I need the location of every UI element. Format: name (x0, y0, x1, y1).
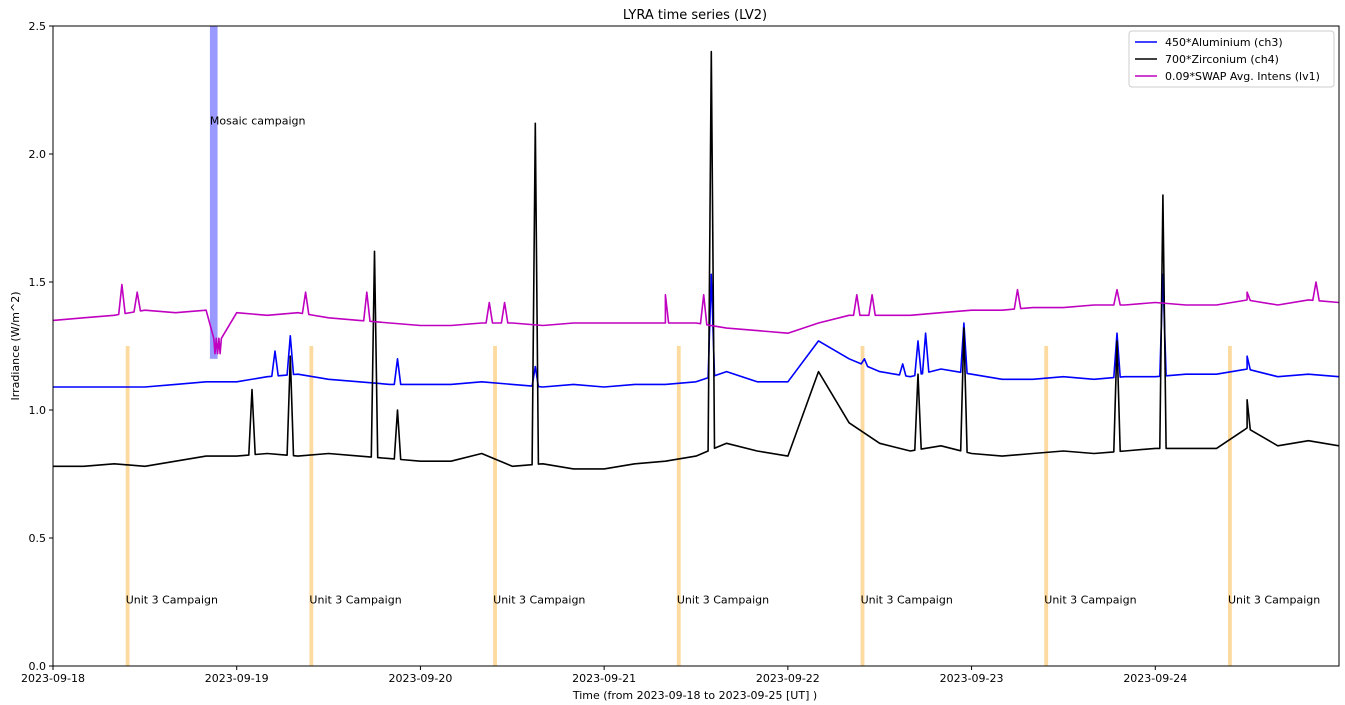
x-tick-label-6: 2023-09-24 (1123, 672, 1187, 685)
campaign-band-3 (493, 346, 497, 666)
campaign-label-4: Unit 3 Campaign (677, 593, 769, 606)
campaign-band-0 (209, 26, 218, 359)
y-tick-label-0: 0.0 (29, 660, 47, 673)
plot-area: Mosaic campaign Unit 3 Campaign Unit 3 Cam… (53, 26, 1339, 666)
campaign-label-3: Unit 3 Campaign (493, 593, 585, 606)
campaign-band-1 (125, 346, 130, 666)
campaign-label-7: Unit 3 Campaign (1228, 593, 1320, 606)
campaign-label-2: Unit 3 Campaign (309, 593, 401, 606)
y-tick-label-5: 2.5 (29, 20, 47, 33)
legend-box (1128, 30, 1335, 88)
x-tick-label-0: 2023-09-18 (21, 672, 85, 685)
axes: 2023-09-18 2023-09-19 2023-09-20 2023-09-21… (21, 20, 1187, 685)
y-tick-label-4: 2.0 (29, 148, 47, 161)
series-line-1 (53, 50, 1339, 470)
legend-label-2: 0.09*SWAP Avg. Intens (lv1) (1165, 70, 1320, 83)
campaign-band-2 (309, 346, 314, 666)
series-line-0 (53, 273, 1339, 388)
plot-frame (52, 25, 1340, 667)
y-axis-label: Irradiance (W/m^2) (9, 292, 22, 401)
campaign-label-0: Mosaic campaign (210, 115, 306, 128)
legend-label-0: 450*Aluminium (ch3) (1165, 36, 1283, 49)
legend: 450*Aluminium (ch3) 700*Zirconium (ch4) 0.… (1128, 30, 1335, 88)
x-tick-label-5: 2023-09-23 (940, 672, 1004, 685)
campaign-label-1: Unit 3 Campaign (126, 593, 218, 606)
chart-title: LYRA time series (LV2) (623, 8, 767, 23)
y-tick-label-3: 1.5 (29, 276, 47, 289)
campaign-label-5: Unit 3 Campaign (861, 593, 953, 606)
y-tick-label-2: 1.0 (29, 404, 47, 417)
x-axis-label: Time (from 2023-09-18 to 2023-09-25 [UT]… (572, 689, 817, 702)
campaign-band-5 (860, 346, 865, 666)
x-tick-label-3: 2023-09-21 (572, 672, 636, 685)
series-line-2 (53, 281, 1339, 355)
campaign-band-4 (676, 346, 681, 666)
x-tick-label-4: 2023-09-22 (756, 672, 820, 685)
campaign-band-7 (1228, 346, 1232, 666)
campaign-label-6: Unit 3 Campaign (1044, 593, 1136, 606)
x-tick-label-1: 2023-09-19 (205, 672, 269, 685)
campaign-band-6 (1044, 346, 1049, 666)
legend-label-1: 700*Zirconium (ch4) (1165, 53, 1279, 66)
x-tick-label-2: 2023-09-20 (388, 672, 452, 685)
y-tick-label-1: 0.5 (29, 532, 47, 545)
